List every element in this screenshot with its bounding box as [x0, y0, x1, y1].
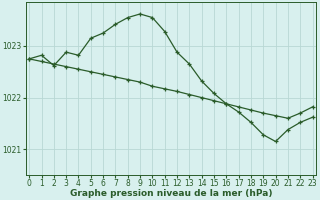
X-axis label: Graphe pression niveau de la mer (hPa): Graphe pression niveau de la mer (hPa): [70, 189, 272, 198]
